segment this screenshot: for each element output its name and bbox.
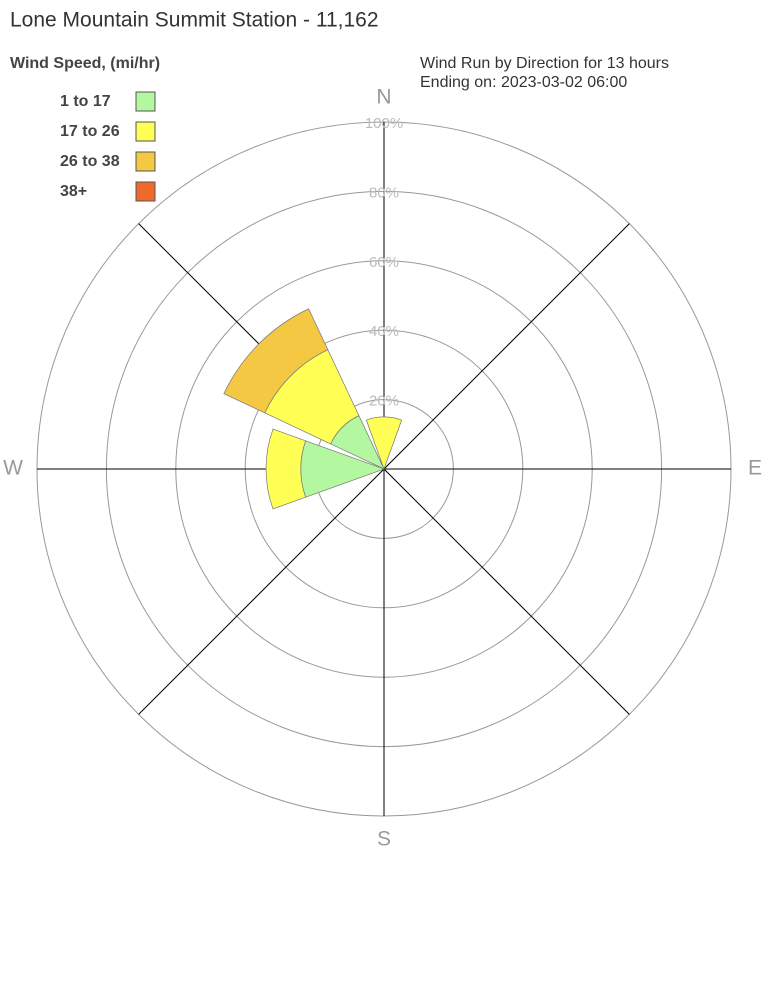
compass-label: W [3, 457, 23, 480]
legend-swatch [135, 121, 156, 142]
r-tick-label: 100% [365, 115, 403, 132]
compass-label: E [748, 457, 762, 480]
r-tick-label: 60% [369, 254, 399, 271]
legend-swatch [135, 91, 156, 112]
legend-label: 17 to 26 [60, 123, 120, 140]
chart-title: Lone Mountain Summit Station - 11,162 [10, 9, 379, 32]
r-tick-label: 20% [369, 393, 399, 410]
legend-swatch [135, 151, 156, 172]
wedge [223, 308, 329, 414]
r-tick-label: 80% [369, 184, 399, 201]
subtitle: Wind Run by Direction for 13 hours [420, 55, 669, 72]
legend-label: 26 to 38 [60, 153, 120, 170]
legend-label: 1 to 17 [60, 93, 111, 110]
wedge [265, 428, 307, 510]
compass-label: N [376, 86, 391, 109]
compass-label: S [377, 828, 391, 851]
legend-label: 38+ [60, 183, 87, 200]
legend-swatch [135, 181, 156, 202]
subtitle: Ending on: 2023-03-02 06:00 [420, 74, 627, 91]
legend-title: Wind Speed, (mi/hr) [10, 55, 160, 72]
wedge [365, 416, 403, 471]
r-tick-label: 40% [369, 323, 399, 340]
